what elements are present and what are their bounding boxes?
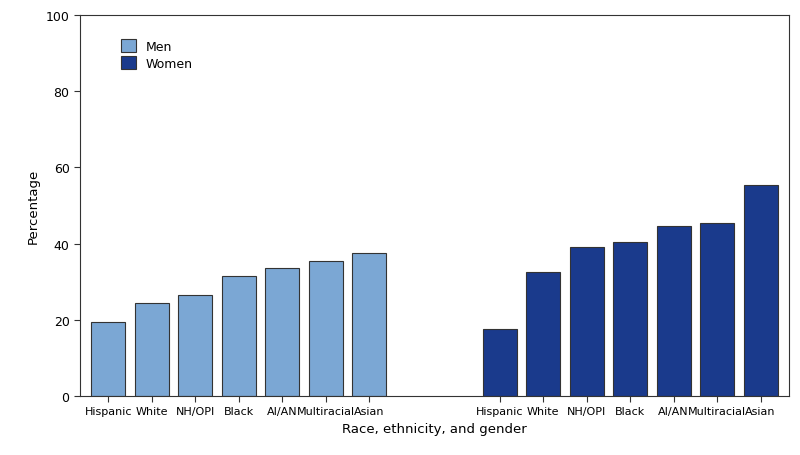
Legend: Men, Women: Men, Women (114, 34, 199, 77)
Bar (700, 223, 734, 396)
Bar (482, 329, 517, 396)
Bar (222, 276, 256, 396)
Bar (657, 227, 690, 396)
Bar (570, 248, 604, 396)
Bar (178, 295, 212, 396)
Bar (613, 242, 647, 396)
Bar (309, 261, 342, 396)
Bar (266, 268, 299, 396)
Bar (526, 273, 560, 396)
Bar (91, 322, 125, 396)
Bar (134, 303, 169, 396)
Bar (352, 253, 386, 396)
Bar (744, 185, 778, 396)
X-axis label: Race, ethnicity, and gender: Race, ethnicity, and gender (342, 422, 526, 435)
Y-axis label: Percentage: Percentage (27, 168, 40, 243)
